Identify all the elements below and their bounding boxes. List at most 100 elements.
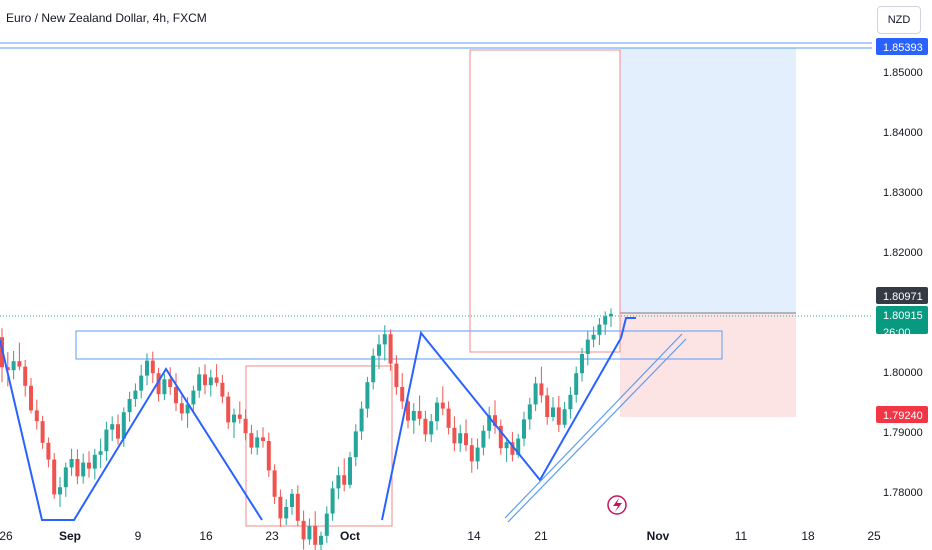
candle-body	[435, 402, 439, 422]
candle-body	[400, 387, 405, 402]
candle-body	[516, 438, 521, 455]
price-tag-close	[876, 287, 928, 304]
candle-body	[527, 404, 532, 420]
currency-selector[interactable]: NZD	[877, 6, 921, 34]
candle-body	[556, 407, 561, 425]
target-zone	[620, 48, 796, 313]
x-tick-label: 18	[801, 529, 815, 543]
candle-body	[504, 442, 509, 449]
candle-body	[382, 334, 387, 345]
candle-body	[145, 360, 149, 376]
price-tag-label: 1.80971	[883, 291, 923, 303]
candle-body	[609, 313, 613, 317]
support-zone	[75, 330, 723, 360]
candle-body	[603, 316, 608, 325]
candle-body	[562, 409, 567, 425]
y-tick-label: 1.79000	[883, 427, 923, 439]
red-rectangle-1	[469, 49, 621, 353]
candle-body	[406, 401, 410, 421]
candle-body	[34, 410, 39, 422]
candle-body	[394, 363, 399, 387]
candle-body	[116, 424, 120, 439]
x-tick-label: 11	[735, 529, 748, 543]
chart-title: Euro / New Zealand Dollar, 4h, FXCM	[6, 11, 207, 25]
candle-body	[92, 454, 97, 469]
candle-body	[110, 424, 115, 430]
candle-body	[162, 379, 167, 395]
candle-body	[353, 431, 358, 458]
candle-body	[214, 377, 219, 383]
candle-body	[342, 475, 347, 485]
candle-body	[388, 334, 393, 364]
candle-body	[156, 373, 161, 395]
price-tag-label: 1.80915	[883, 310, 923, 322]
candle-body	[121, 412, 126, 439]
candle-body	[487, 415, 492, 431]
candle-body	[423, 418, 428, 435]
candle-body	[371, 355, 376, 383]
candle-body	[411, 411, 416, 421]
candle-body	[139, 375, 144, 391]
zigzag-right	[381, 330, 622, 521]
x-tick-label: Sep	[59, 529, 81, 543]
candle-body	[295, 493, 300, 521]
candle-body	[597, 324, 602, 335]
x-tick-label: 25	[867, 529, 881, 543]
candle-body	[568, 394, 573, 410]
candle-body	[150, 360, 155, 374]
y-tick-label: 1.83000	[883, 187, 923, 199]
candle-body	[208, 377, 213, 386]
candle-body	[226, 396, 231, 423]
candle-body	[348, 457, 352, 485]
candle-body	[591, 334, 596, 340]
price-tag-resistance-line	[876, 38, 928, 55]
candle-body	[319, 535, 323, 545]
candle-body	[261, 437, 265, 441]
x-tick-label: 21	[534, 529, 548, 543]
price-tag-label: 1.79240	[883, 410, 923, 422]
candle-body	[17, 361, 22, 367]
price-tag-label: 1.85393	[883, 42, 923, 54]
candle-body	[46, 442, 51, 460]
candle-body	[278, 496, 283, 519]
candle-body	[75, 459, 80, 477]
candle-body	[307, 526, 312, 540]
zigzag-left	[0, 339, 263, 521]
candle-body	[220, 382, 225, 397]
candle-body	[249, 433, 254, 448]
red-rectangle-2	[245, 365, 393, 527]
candle-body	[301, 520, 306, 540]
candle-body	[11, 361, 16, 371]
candle-body	[585, 339, 590, 354]
candle-body	[185, 404, 190, 414]
candle-body	[174, 387, 178, 404]
candle-body	[464, 433, 468, 446]
candle-body	[336, 475, 341, 489]
candle-body	[255, 437, 260, 448]
candle-body	[539, 383, 544, 396]
candle-body	[510, 442, 515, 455]
candle-body	[266, 441, 271, 471]
candle-body	[452, 427, 457, 444]
x-tick-label: 26	[0, 529, 13, 543]
candle-body	[440, 402, 445, 409]
x-tick-label: 9	[135, 529, 142, 543]
candle-body	[52, 459, 57, 495]
channel-line-1	[504, 333, 683, 519]
candle-body	[290, 493, 294, 507]
candle-body	[498, 426, 503, 449]
candle-body	[127, 399, 132, 413]
candle-body	[475, 447, 480, 462]
x-tick-label: 14	[467, 529, 481, 543]
candle-body	[493, 415, 497, 426]
lightning-bolt-icon	[613, 498, 622, 512]
candle-body	[272, 470, 277, 497]
forecast-arrow	[620, 317, 636, 339]
candle-body	[203, 374, 207, 386]
candle-body	[197, 374, 202, 391]
candle-body	[63, 467, 68, 488]
candle-body	[81, 462, 86, 477]
candle-body	[533, 383, 538, 405]
candle-body	[469, 445, 474, 462]
